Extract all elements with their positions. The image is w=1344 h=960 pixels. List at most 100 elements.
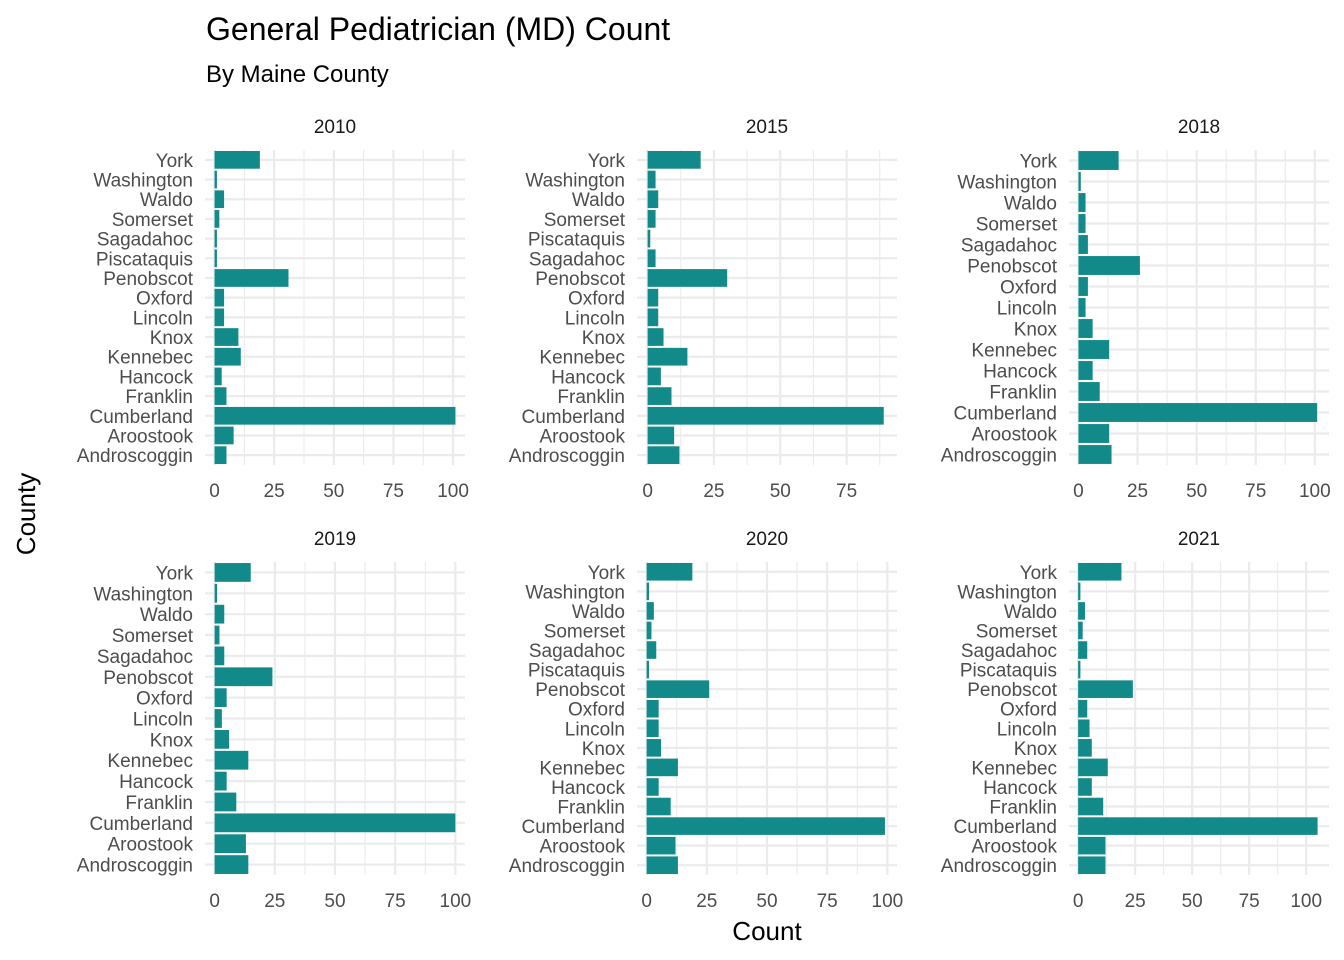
facet-strip-label: 2015 [746, 117, 788, 138]
y-tick-label: Sagadahoc [97, 647, 193, 668]
x-tick-label: 50 [1182, 891, 1203, 912]
x-tick-label: 0 [1073, 891, 1084, 912]
bar-lincoln [1078, 719, 1090, 738]
y-tick-label: Androscoggin [509, 446, 625, 467]
bar-aroostook [1078, 424, 1110, 443]
y-tick-label: Lincoln [997, 299, 1057, 320]
bar-washington [647, 170, 656, 189]
y-tick-label: Washington [525, 582, 625, 603]
bar-washington [214, 583, 218, 603]
bar-york [646, 562, 693, 581]
bar-penobscot [1078, 680, 1133, 698]
bar-hancock [647, 367, 661, 386]
bar-lincoln [1078, 298, 1086, 317]
bar-oxford [1078, 699, 1088, 718]
bar-aroostook [646, 836, 676, 855]
y-tick-label: Waldo [572, 602, 625, 623]
bar-york [1078, 151, 1119, 170]
bar-franklin [1078, 797, 1104, 816]
x-tick-label: 0 [641, 891, 652, 912]
bar-knox [646, 739, 662, 757]
facet-2010: 2010 0 25 50 75 100 AndroscogginAroostookCumbe… [77, 117, 469, 502]
bar-piscataquis [646, 660, 650, 679]
x-tick-label: 25 [703, 481, 724, 502]
y-tick-label: Oxford [1000, 700, 1057, 721]
bar-somerset [214, 210, 220, 228]
bar-lincoln [646, 719, 659, 738]
bar-piscataquis [214, 249, 217, 268]
y-tick-label: Knox [582, 328, 626, 349]
bar-washington [214, 170, 217, 189]
facet-2018: 2018 0 25 50 75 100 AndroscogginAroostookCumbe… [941, 117, 1331, 502]
bar-waldo [1078, 193, 1086, 212]
y-tick-label: Somerset [112, 626, 194, 647]
y-tick-label: Androscoggin [77, 446, 193, 467]
x-tick-label: 50 [770, 481, 791, 502]
bar-franklin [1078, 382, 1100, 401]
bar-androscoggin [1078, 856, 1106, 875]
y-tick-label: Oxford [568, 289, 625, 310]
y-tick-label: Androscoggin [77, 856, 193, 877]
bar-kennebec [1078, 340, 1110, 359]
x-tick-label: 75 [1245, 481, 1266, 502]
y-tick-label: Knox [1014, 320, 1058, 341]
chart-subtitle: By Maine County [206, 61, 389, 88]
bar-washington [646, 582, 650, 601]
bar-washington [1078, 172, 1081, 191]
bar-sagadahoc [214, 229, 217, 248]
x-axis-label: Count [732, 916, 802, 946]
x-tick-label: 75 [817, 891, 838, 912]
bar-somerset [1078, 621, 1083, 640]
y-tick-label: Washington [957, 582, 1057, 603]
bar-waldo [214, 604, 225, 624]
y-tick-label: Hancock [551, 367, 625, 388]
y-tick-label: Sagadahoc [97, 230, 193, 251]
y-tick-label: Hancock [983, 362, 1057, 383]
y-tick-label: Lincoln [997, 719, 1057, 740]
bar-aroostook [214, 426, 234, 445]
y-tick-label: Cumberland [954, 404, 1058, 425]
bar-franklin [646, 797, 671, 816]
facet-strip-label: 2020 [746, 529, 788, 550]
bar-cumberland [214, 406, 456, 425]
y-tick-label: Washington [93, 171, 193, 192]
y-tick-label: Lincoln [565, 719, 625, 740]
facet-strip-label: 2018 [1178, 117, 1220, 138]
x-tick-label: 100 [1299, 481, 1331, 502]
y-tick-label: Somerset [976, 215, 1058, 236]
bar-cumberland [1078, 403, 1318, 422]
bar-aroostook [214, 834, 246, 854]
y-tick-label: Lincoln [133, 710, 193, 731]
y-tick-label: Penobscot [535, 269, 626, 290]
y-tick-label: Kennebec [971, 758, 1057, 779]
y-tick-label: Androscoggin [941, 446, 1057, 467]
y-tick-label: Kennebec [971, 341, 1057, 362]
y-tick-label: Androscoggin [509, 856, 625, 877]
x-tick-label: 0 [642, 481, 653, 502]
facet-strip-label: 2021 [1178, 529, 1220, 550]
y-tick-label: Somerset [112, 210, 194, 231]
bar-somerset [646, 621, 652, 640]
bar-hancock [214, 367, 222, 386]
bar-androscoggin [214, 855, 249, 874]
y-tick-label: Cumberland [522, 407, 626, 428]
x-tick-label: 0 [209, 481, 220, 502]
y-tick-label: Oxford [1000, 278, 1057, 299]
y-tick-label: Piscataquis [960, 661, 1057, 682]
bar-oxford [647, 288, 659, 307]
bar-hancock [646, 778, 659, 796]
y-tick-label: Hancock [119, 772, 193, 793]
bar-hancock [1078, 778, 1092, 796]
bar-somerset [214, 625, 220, 645]
y-tick-label: Waldo [140, 190, 193, 211]
x-tick-label: 25 [1127, 481, 1148, 502]
y-tick-label: Piscataquis [528, 661, 625, 682]
bar-oxford [214, 688, 227, 708]
y-tick-label: York [588, 563, 626, 584]
x-tick-label: 0 [209, 891, 220, 912]
bar-cumberland [646, 817, 885, 835]
bar-kennebec [1078, 758, 1108, 777]
y-tick-label: Franklin [557, 798, 625, 819]
bar-aroostook [1078, 836, 1106, 855]
y-tick-label: Androscoggin [941, 856, 1057, 877]
